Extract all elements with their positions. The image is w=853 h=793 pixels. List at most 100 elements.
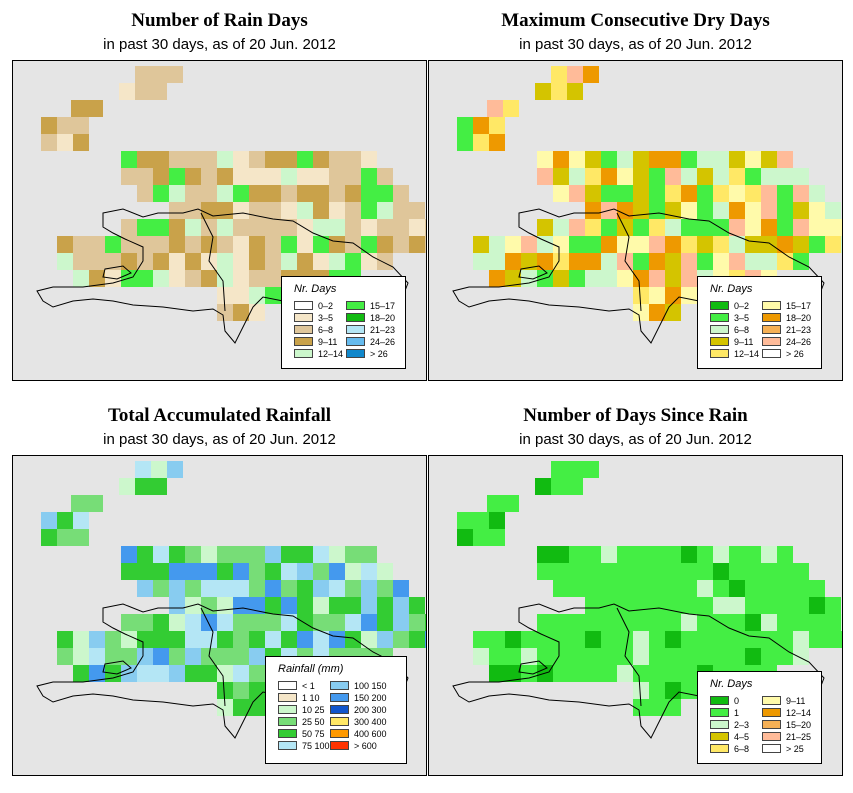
grid-cell bbox=[697, 597, 713, 614]
grid-cell bbox=[745, 631, 761, 648]
grid-cell bbox=[297, 614, 313, 631]
grid-cell bbox=[761, 168, 777, 185]
grid-cell bbox=[681, 219, 697, 236]
grid-cell bbox=[169, 546, 185, 563]
grid-cell bbox=[71, 495, 87, 512]
grid-cell bbox=[809, 597, 825, 614]
grid-cells bbox=[41, 461, 426, 716]
grid-cell bbox=[265, 546, 281, 563]
legend-item: 9–11 bbox=[762, 696, 805, 706]
legend-item: 2–3 bbox=[710, 720, 749, 730]
grid-cell bbox=[201, 151, 217, 168]
grid-cell bbox=[409, 219, 425, 236]
grid-cell bbox=[809, 202, 825, 219]
grid-cell bbox=[793, 580, 809, 597]
grid-cell bbox=[249, 563, 265, 580]
legend-label: 12–14 bbox=[786, 708, 812, 718]
grid-cell bbox=[345, 185, 361, 202]
grid-cell bbox=[569, 253, 585, 270]
grid-cell bbox=[233, 580, 249, 597]
legend-label: 1 bbox=[734, 708, 740, 718]
grid-cell bbox=[217, 597, 233, 614]
grid-cell bbox=[825, 202, 841, 219]
grid-cell bbox=[313, 202, 329, 219]
grid-cell bbox=[567, 83, 583, 100]
grid-cell bbox=[489, 134, 505, 151]
grid-cell bbox=[729, 546, 745, 563]
grid-cell bbox=[793, 563, 809, 580]
grid-cell bbox=[777, 219, 793, 236]
legend-swatch bbox=[710, 337, 729, 346]
panel-rain-days: Number of Rain Days in past 30 days, as … bbox=[12, 0, 427, 390]
legend-swatch bbox=[278, 705, 297, 714]
country-border bbox=[616, 607, 642, 707]
grid-cell bbox=[617, 202, 633, 219]
grid-cell bbox=[281, 614, 297, 631]
grid-cell bbox=[551, 83, 567, 100]
grid-cell bbox=[649, 597, 665, 614]
grid-cell bbox=[713, 219, 729, 236]
legend-label: 1 10 bbox=[302, 693, 320, 703]
grid-cell bbox=[41, 512, 57, 529]
grid-cell bbox=[713, 580, 729, 597]
grid-cell bbox=[137, 665, 153, 682]
grid-cell bbox=[633, 648, 649, 665]
grid-cell bbox=[233, 699, 249, 716]
grid-cell bbox=[505, 665, 521, 682]
grid-cell bbox=[73, 236, 89, 253]
legend-label: 9–11 bbox=[734, 337, 754, 347]
grid-cell bbox=[793, 168, 809, 185]
legend-swatch bbox=[710, 325, 729, 334]
legend-item: 21–23 bbox=[762, 325, 811, 335]
grid-cell bbox=[119, 478, 135, 495]
grid-cell bbox=[665, 253, 681, 270]
grid-cell bbox=[73, 117, 89, 134]
grid-cell bbox=[201, 219, 217, 236]
legend-label: 150 200 bbox=[354, 693, 387, 703]
grid-cell bbox=[377, 253, 393, 270]
grid-cell bbox=[649, 151, 665, 168]
grid-cell bbox=[633, 614, 649, 631]
grid-cell bbox=[681, 287, 697, 304]
grid-cell bbox=[583, 461, 599, 478]
grid-cell bbox=[585, 631, 601, 648]
grid-cell bbox=[617, 270, 633, 287]
grid-cell bbox=[457, 134, 473, 151]
grid-cell bbox=[201, 236, 217, 253]
grid-cell bbox=[121, 253, 137, 270]
grid-cell bbox=[169, 185, 185, 202]
grid-cell bbox=[377, 236, 393, 253]
grid-cell bbox=[761, 648, 777, 665]
grid-cell bbox=[73, 512, 89, 529]
grid-cell bbox=[265, 151, 281, 168]
grid-cell bbox=[313, 236, 329, 253]
map-grid bbox=[36, 461, 426, 739]
grid-cell bbox=[135, 66, 151, 83]
grid-cell bbox=[137, 185, 153, 202]
legend-swatch bbox=[762, 349, 781, 358]
legend-title: Nr. Days bbox=[294, 283, 337, 295]
legend-label: 50 75 bbox=[302, 729, 325, 739]
grid-cell bbox=[233, 546, 249, 563]
legend-swatch bbox=[762, 732, 781, 741]
grid-cell bbox=[761, 253, 777, 270]
island-outline bbox=[36, 208, 409, 344]
grid-cell bbox=[633, 287, 649, 304]
grid-cell bbox=[697, 219, 713, 236]
grid-cell bbox=[601, 580, 617, 597]
grid-cell bbox=[633, 304, 649, 321]
grid-cell bbox=[169, 168, 185, 185]
grid-cell bbox=[697, 202, 713, 219]
legend-item: 3–5 bbox=[294, 313, 333, 323]
grid-cell bbox=[233, 665, 249, 682]
grid-cell bbox=[809, 185, 825, 202]
legend-swatch bbox=[762, 325, 781, 334]
legend-item: 9–11 bbox=[294, 337, 337, 347]
grid-cell bbox=[761, 202, 777, 219]
grid-cell bbox=[697, 185, 713, 202]
grid-cell bbox=[809, 614, 825, 631]
grid-cell bbox=[233, 151, 249, 168]
grid-cell bbox=[185, 546, 201, 563]
legend-item: 4–5 bbox=[710, 732, 749, 742]
grid-cell bbox=[729, 185, 745, 202]
